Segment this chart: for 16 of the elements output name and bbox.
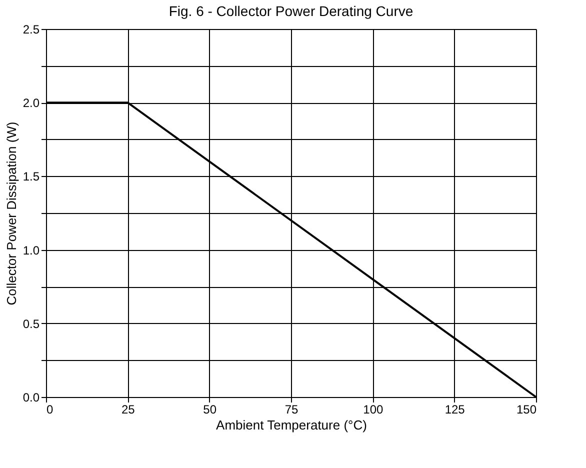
y-tick-label: 0.0	[22, 390, 40, 404]
x-tick-label: 0	[46, 402, 54, 416]
x-tick-label: 75	[284, 402, 298, 416]
chart-title: Fig. 6 - Collector Power Derating Curve	[168, 3, 414, 19]
y-tick-label: 2.0	[22, 96, 40, 110]
y-tick-label: 2.5	[22, 22, 40, 36]
x-axis-title: Ambient Temperature (°C)	[216, 418, 367, 432]
x-tick-label: 50	[203, 402, 217, 416]
x-tick-label: 125	[444, 402, 466, 416]
y-tick-label: 1.0	[22, 243, 40, 258]
x-tick-label: 150	[516, 402, 537, 416]
x-tick-label: 25	[121, 402, 136, 416]
y-tick-label: 1.5	[22, 170, 40, 184]
y-tick-label: 0.5	[22, 316, 40, 331]
x-tick-label: 100	[363, 402, 384, 416]
y-axis-title: Collector Power Dissipation (W)	[4, 122, 19, 306]
